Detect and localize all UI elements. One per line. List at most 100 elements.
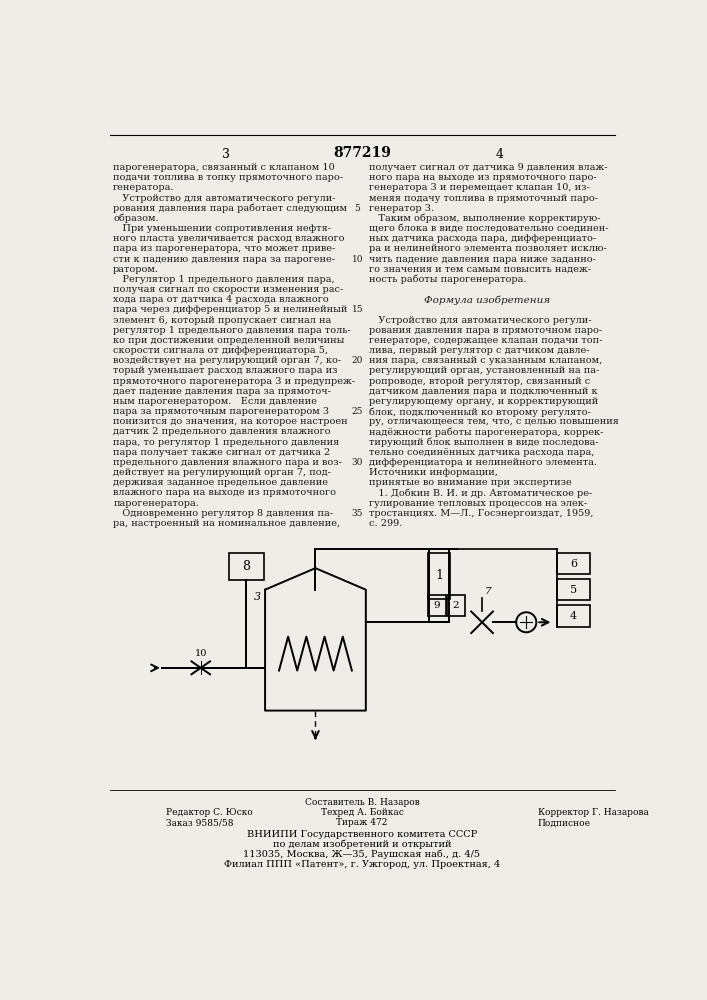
Text: меняя подачу топлива в прямоточный паро-: меняя подачу топлива в прямоточный паро- (369, 194, 598, 203)
Text: Корректор Г. Назарова: Корректор Г. Назарова (538, 808, 649, 817)
Text: Устройство для автоматического регули-: Устройство для автоматического регули- (369, 316, 592, 325)
Text: ВНИИПИ Государственного комитета СССР: ВНИИПИ Государственного комитета СССР (247, 830, 477, 839)
Text: щего блока в виде последовательно соединен-: щего блока в виде последовательно соедин… (369, 224, 609, 233)
Text: тростанциях. М—Л., Госэнергоиздат, 1959,: тростанциях. М—Л., Госэнергоиздат, 1959, (369, 509, 593, 518)
Text: датчиком давления пара и подключенный к: датчиком давления пара и подключенный к (369, 387, 597, 396)
Text: генератора.: генератора. (113, 183, 175, 192)
Text: Формула изобретения: Формула изобретения (424, 295, 551, 305)
Text: рования давления пара в прямоточном паро-: рования давления пара в прямоточном паро… (369, 326, 602, 335)
Text: Одновременно регулятор 8 давления па-: Одновременно регулятор 8 давления па- (113, 509, 333, 518)
Text: ных датчика расхода пара, дифференциато-: ных датчика расхода пара, дифференциато- (369, 234, 596, 243)
Text: хода пара от датчика 4 расхода влажного: хода пара от датчика 4 расхода влажного (113, 295, 329, 304)
Text: дифференциатора и нелинейного элемента.: дифференциатора и нелинейного элемента. (369, 458, 597, 467)
Text: пара через дифференциатор 5 и нелинейный: пара через дифференциатор 5 и нелинейный (113, 305, 348, 314)
Text: элемент 6, который пропускает сигнал на: элемент 6, который пропускает сигнал на (113, 316, 332, 325)
Text: 4: 4 (495, 148, 503, 161)
Text: ра, настроенный на номинальное давление,: ра, настроенный на номинальное давление, (113, 519, 340, 528)
Text: рования давления пара работает следующим: рования давления пара работает следующим (113, 204, 347, 213)
Text: тельно соединённых датчика расхода пара,: тельно соединённых датчика расхода пара, (369, 448, 595, 457)
Text: гулирование тепловых процессов на элек-: гулирование тепловых процессов на элек- (369, 499, 587, 508)
Text: го значения и тем самым повысить надеж-: го значения и тем самым повысить надеж- (369, 265, 591, 274)
Text: 25: 25 (351, 407, 363, 416)
Text: парогенератора.: парогенератора. (113, 499, 199, 508)
Text: 10: 10 (194, 649, 207, 658)
Text: Таким образом, выполнение корректирую-: Таким образом, выполнение корректирую- (369, 214, 600, 223)
Text: принятые во внимание при экспертизе: принятые во внимание при экспертизе (369, 478, 572, 487)
Text: регулирующему органу, и корректирующий: регулирующему органу, и корректирующий (369, 397, 598, 406)
Text: Редактор С. Юско: Редактор С. Юско (166, 808, 252, 817)
Text: 2: 2 (452, 601, 460, 610)
Text: ру, отличающееся тем, что, с целью повышения: ру, отличающееся тем, что, с целью повыш… (369, 417, 619, 426)
Text: Подписное: Подписное (538, 818, 591, 827)
Text: образом.: образом. (113, 214, 159, 223)
Text: предельного давления влажного пара и воз-: предельного давления влажного пара и воз… (113, 458, 342, 467)
Bar (557, 605, 590, 627)
Text: регулятор 1 предельного давления пара толь-: регулятор 1 предельного давления пара то… (113, 326, 351, 335)
Bar (448, 595, 465, 616)
Text: прямоточного парогенератора 3 и предупреж-: прямоточного парогенератора 3 и предупре… (113, 377, 356, 386)
Text: 35: 35 (351, 509, 363, 518)
Text: 113035, Москва, Ж—35, Раушская наб., д. 4/5: 113035, Москва, Ж—35, Раушская наб., д. … (243, 850, 481, 859)
Text: 1: 1 (435, 569, 443, 582)
Text: 6: 6 (570, 559, 577, 569)
Text: 9: 9 (433, 601, 440, 610)
Text: Регулятор 1 предельного давления пара,: Регулятор 1 предельного давления пара, (113, 275, 335, 284)
Text: подачи топлива в топку прямоточного паро-: подачи топлива в топку прямоточного паро… (113, 173, 343, 182)
Text: пара за прямоточным парогенератором 3: пара за прямоточным парогенератором 3 (113, 407, 329, 416)
Text: Устройство для автоматического регули-: Устройство для автоматического регули- (113, 194, 336, 203)
Text: ного пара на выходе из прямоточного паро-: ного пара на выходе из прямоточного паро… (369, 173, 597, 182)
Bar (557, 579, 590, 600)
Text: по делам изобретений и открытий: по делам изобретений и открытий (273, 840, 451, 849)
Text: парогенератора, связанный с клапаном 10: парогенератора, связанный с клапаном 10 (113, 163, 335, 172)
Text: ратором.: ратором. (113, 265, 159, 274)
Text: 7: 7 (485, 587, 492, 596)
Text: 8: 8 (243, 560, 250, 573)
Text: влажного пара на выходе из прямоточного: влажного пара на выходе из прямоточного (113, 488, 336, 497)
Bar (428, 595, 445, 616)
Text: дает падение давления пара за прямоточ-: дает падение давления пара за прямоточ- (113, 387, 331, 396)
Text: пара получает также сигнал от датчика 2: пара получает также сигнал от датчика 2 (113, 448, 330, 457)
Text: 20: 20 (351, 356, 363, 365)
Bar (230, 553, 264, 580)
Text: датчик 2 предельного давления влажного: датчик 2 предельного давления влажного (113, 427, 331, 436)
Text: генератора 3 и перемещает клапан 10, из-: генератора 3 и перемещает клапан 10, из- (369, 183, 590, 192)
Text: торый уменьшает расход влажного пара из: торый уменьшает расход влажного пара из (113, 366, 338, 375)
Text: пара, то регулятор 1 предельного давления: пара, то регулятор 1 предельного давлени… (113, 438, 339, 447)
Text: ного пласта увеличивается расход влажного: ного пласта увеличивается расход влажног… (113, 234, 345, 243)
Text: 3: 3 (221, 148, 230, 161)
Text: ным парогенератором.   Если давление: ным парогенератором. Если давление (113, 397, 317, 406)
Text: действует на регулирующий орган 7, под-: действует на регулирующий орган 7, под- (113, 468, 331, 477)
Text: тирующий блок выполнен в виде последова-: тирующий блок выполнен в виде последова- (369, 438, 598, 447)
Text: блок, подключенный ко второму регулято-: блок, подключенный ко второму регулято- (369, 407, 590, 417)
Text: 3: 3 (254, 592, 261, 602)
Text: При уменьшении сопротивления нефтя-: При уменьшении сопротивления нефтя- (113, 224, 331, 233)
Bar (557, 553, 590, 574)
Text: Заказ 9585/58: Заказ 9585/58 (166, 818, 233, 827)
Text: 5: 5 (354, 204, 361, 213)
Text: получает сигнал от датчика 9 давления влаж-: получает сигнал от датчика 9 давления вл… (369, 163, 607, 172)
Text: 877219: 877219 (333, 146, 391, 160)
Text: Техред А. Бойкас: Техред А. Бойкас (320, 808, 404, 817)
Text: лива, первый регулятор с датчиком давле-: лива, первый регулятор с датчиком давле- (369, 346, 590, 355)
Text: 4: 4 (570, 611, 577, 621)
Text: ность работы парогенератора.: ность работы парогенератора. (369, 275, 527, 284)
Text: регулирующий орган, установленный на па-: регулирующий орган, установленный на па- (369, 366, 599, 375)
Text: ко при достижении определенной величины: ко при достижении определенной величины (113, 336, 344, 345)
Text: 15: 15 (351, 305, 363, 314)
Text: 10: 10 (351, 255, 363, 264)
Text: понизится до значения, на которое настроен: понизится до значения, на которое настро… (113, 417, 348, 426)
Text: Источники информации,: Источники информации, (369, 468, 498, 477)
Text: 30: 30 (351, 458, 363, 467)
Text: Тираж 472: Тираж 472 (337, 818, 387, 827)
Text: Составитель В. Назаров: Составитель В. Назаров (305, 798, 419, 807)
Text: ра и нелинейного элемента позволяет исклю-: ра и нелинейного элемента позволяет искл… (369, 244, 607, 253)
Text: пара из парогенератора, что может приве-: пара из парогенератора, что может приве- (113, 244, 335, 253)
Bar (428, 553, 450, 599)
Text: генератор 3.: генератор 3. (369, 204, 434, 213)
Text: Филиал ППП «Патент», г. Ужгород, ул. Проектная, 4: Филиал ППП «Патент», г. Ужгород, ул. Про… (224, 860, 500, 869)
Text: с. 299.: с. 299. (369, 519, 402, 528)
Text: скорости сигнала от дифференциатора 5,: скорости сигнала от дифференциатора 5, (113, 346, 328, 355)
Text: 1. Добкин В. И. и др. Автоматическое ре-: 1. Добкин В. И. и др. Автоматическое ре- (369, 488, 592, 498)
Text: ропроводе, второй регулятор, связанный с: ропроводе, второй регулятор, связанный с (369, 377, 590, 386)
Text: 5: 5 (570, 585, 577, 595)
